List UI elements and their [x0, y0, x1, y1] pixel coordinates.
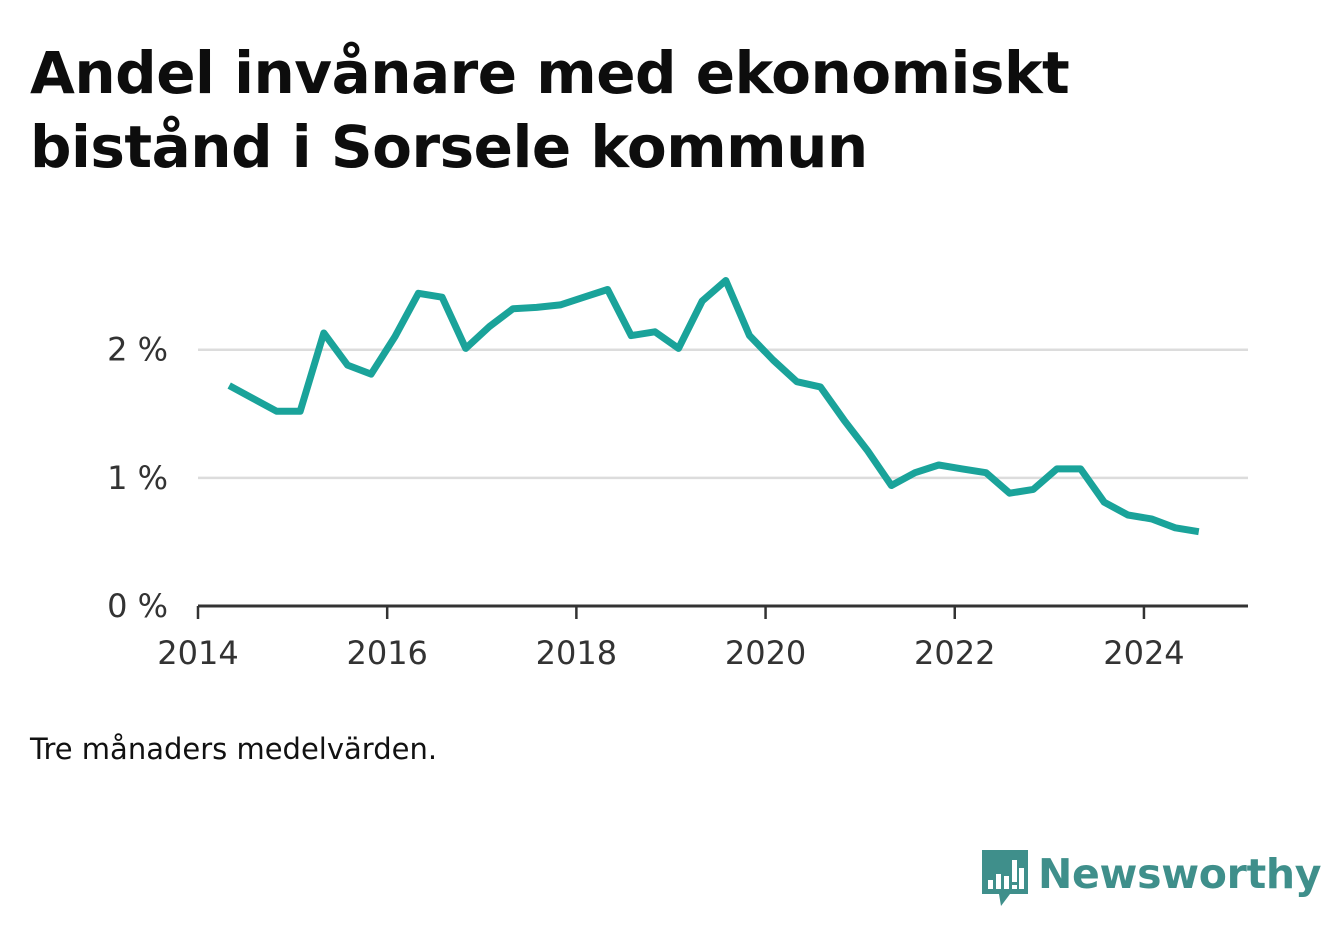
chart-title-line-2: bistånd i Sorsele kommun [30, 113, 868, 181]
y-tick-label: 1 % [107, 459, 168, 497]
x-tick-label: 2016 [346, 634, 427, 672]
series-line [227, 277, 1200, 536]
brand-name: Newsworthy [1038, 850, 1322, 898]
x-tick-label: 2018 [536, 634, 617, 672]
series [227, 277, 1200, 536]
y-tick-label: 2 % [107, 331, 168, 369]
x-tick-label: 2014 [157, 634, 238, 672]
x-tick-label: 2022 [914, 634, 995, 672]
x-axis: 2014 2016 2018 2020 2022 2024 [157, 604, 1248, 672]
grid-lines [198, 348, 1248, 480]
newsworthy-logo-icon [982, 850, 1028, 906]
y-axis-ticks: 0 % 1 % 2 % [107, 331, 168, 625]
x-tick-label: 2020 [725, 634, 806, 672]
chart-title: Andel invånare med ekonomiskt bistånd i … [30, 36, 1230, 184]
y-tick-label: 0 % [107, 587, 168, 625]
brand-logo: Newsworthy [980, 846, 1321, 912]
chart-note: Tre månaders medelvärden. [30, 732, 438, 766]
x-tick-label: 2024 [1103, 634, 1184, 672]
chart-title-line-1: Andel invånare med ekonomiskt [30, 39, 1070, 107]
